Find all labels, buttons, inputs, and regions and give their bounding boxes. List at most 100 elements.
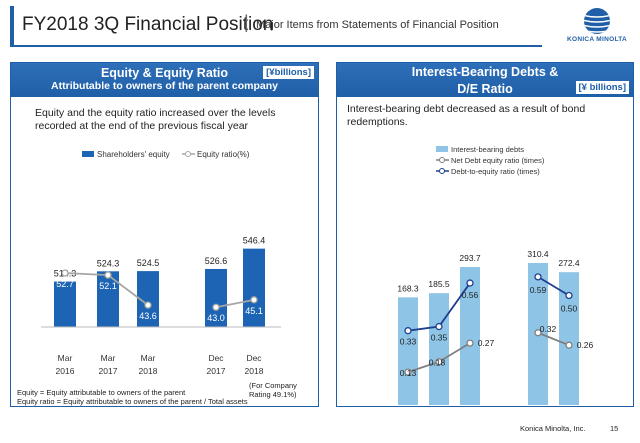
net-de-ratio-point	[466, 339, 474, 347]
debt-panel-title-line2: D/E Ratio	[457, 82, 513, 96]
page-number: 15	[610, 424, 619, 433]
company-rating-note: (For Company Rating 49.1%)	[249, 381, 297, 399]
equity-bar	[97, 271, 119, 327]
equity-bar	[54, 281, 76, 327]
equity-description-line1: Equity and the equity ratio increased ov…	[35, 107, 276, 119]
equity-ratio-line-dec	[215, 298, 255, 309]
debt-bar	[429, 293, 449, 405]
debt-bar-value: 293.7	[459, 253, 481, 263]
equity-ratio-point	[61, 269, 69, 277]
equity-panel-title: Equity & Equity Ratio	[100, 66, 229, 80]
equity-bar	[205, 268, 227, 327]
x-tick-year: 2017	[99, 366, 118, 376]
de-ratio-label: 0.50	[561, 304, 578, 314]
debt-description-line2: redemptions.	[347, 116, 408, 128]
slide-subtitle: Major Items from Statements of Financial…	[256, 19, 499, 31]
equity-definition-note: Equity = Equity attributable to owners o…	[17, 388, 248, 406]
net-de-ratio-point	[565, 341, 573, 349]
slide-title-bar: FY2018 3Q Financial Position | Major Ite…	[10, 6, 542, 47]
equity-bar	[243, 248, 265, 327]
x-tick-month: Dec	[246, 353, 262, 363]
equity-ratio-label: 52.1	[99, 281, 117, 291]
equity-panel-header: Equity & Equity Ratio Attributable to ow…	[11, 63, 318, 97]
equity-ratio-label: 43.6	[139, 311, 157, 321]
debt-bar-value: 310.4	[527, 249, 549, 259]
legend-label-debt: Interest-bearing debts	[451, 145, 524, 154]
debt-bar-value: 272.4	[558, 258, 580, 268]
equity-panel: Equity & Equity Ratio Attributable to ow…	[10, 62, 319, 407]
debt-bar	[559, 272, 579, 405]
debt-bar	[460, 267, 480, 405]
x-tick-year: 2018	[139, 366, 158, 376]
equity-description-line2: recorded at the end of the previous fisc…	[35, 120, 249, 132]
de-ratio-point	[435, 322, 443, 331]
debt-description-line1: Interest-bearing debt decreased as a res…	[347, 103, 586, 115]
equity-ratio-point	[212, 303, 220, 311]
footer-company: Konica Minolta, Inc.	[520, 424, 586, 433]
x-tick-year: 2017	[207, 366, 226, 376]
debt-bar-value: 185.5	[428, 279, 450, 289]
legend-label-ratio: Equity ratio(%)	[197, 150, 250, 159]
net-de-ratio-label: 0.26	[577, 340, 594, 350]
equity-bar-value: 526.6	[205, 256, 228, 266]
legend-label-de: Debt-to-equity ratio (times)	[451, 167, 540, 176]
equity-bar	[137, 271, 159, 327]
legend-swatch-equity	[82, 151, 94, 157]
equity-unit-badge: [¥billions]	[263, 66, 314, 79]
equity-note-line1: Equity = Equity attributable to owners o…	[17, 388, 186, 397]
equity-bar-value: 524.5	[137, 258, 160, 268]
rating-note-line2: Rating 49.1%)	[249, 390, 297, 399]
equity-bar-value: 546.4	[243, 236, 266, 246]
equity-panel-subtitle: Attributable to owners of the parent com…	[51, 80, 278, 92]
equity-ratio-label: 45.1	[245, 306, 263, 316]
net-de-ratio-point	[534, 329, 542, 337]
debt-unit-badge: [¥ billions]	[575, 81, 629, 94]
equity-ratio-point	[144, 301, 152, 309]
legend-label-net-de: Net Debt equity ratio (times)	[451, 156, 545, 165]
slide-title: FY2018 3Q Financial Position	[22, 14, 274, 35]
de-ratio-label: 0.35	[431, 333, 448, 343]
debt-panel-header: Interest-Bearing Debts & D/E Ratio [¥ bi…	[337, 63, 633, 97]
legend-swatch-debt	[436, 146, 448, 152]
net-de-ratio-label: 0.32	[540, 324, 557, 334]
debt-panel-title-line1: Interest-Bearing Debts &	[411, 65, 559, 79]
legend-label-equity: Shareholders' equity	[97, 150, 170, 159]
x-tick-month: Dec	[208, 353, 224, 363]
x-tick-year: 2018	[245, 366, 264, 376]
de-ratio-label: 0.59	[530, 285, 547, 295]
net-de-ratio-label: 0.18	[429, 358, 446, 368]
de-ratio-point	[534, 273, 542, 281]
de-ratio-point	[404, 327, 412, 335]
x-tick-year: 2016	[56, 366, 75, 376]
equity-ratio-label: 43.0	[207, 313, 225, 323]
legend-marker-net-de	[439, 157, 445, 163]
debt-bar	[398, 297, 418, 405]
equity-note-line2: Equity ratio = Equity attributable to ow…	[17, 397, 248, 406]
equity-ratio-point	[104, 271, 112, 279]
equity-ratio-point	[250, 296, 258, 304]
equity-bar-value: 524.3	[97, 258, 120, 268]
debt-description: Interest-bearing debt decreased as a res…	[347, 103, 585, 129]
de-ratio-label: 0.56	[462, 290, 479, 300]
logo-wordmark: KONICA MINOLTA	[566, 36, 628, 43]
equity-ratio-label: 52.7	[56, 279, 74, 289]
net-de-ratio-point	[435, 358, 443, 366]
company-logo: KONICA MINOLTA	[566, 6, 628, 50]
net-de-ratio-label: 0.13	[400, 368, 417, 378]
title-separator: |	[244, 12, 249, 32]
de-ratio-line-dec	[537, 276, 570, 297]
net-de-ratio-line-dec	[537, 331, 570, 347]
de-ratio-point	[565, 291, 573, 300]
equity-description: Equity and the equity ratio increased ov…	[35, 107, 275, 133]
rating-note-line1: (For Company	[249, 381, 297, 390]
x-tick-month: Mar	[58, 353, 73, 363]
debt-bar-value: 168.3	[397, 283, 419, 293]
legend-marker-ratio	[185, 151, 191, 157]
de-ratio-label: 0.33	[400, 337, 417, 347]
debt-chart: Interest-bearing debts Net Debt equity ra…	[397, 145, 594, 405]
legend-marker-de	[439, 168, 445, 174]
net-de-ratio-label: 0.27	[478, 338, 495, 348]
net-de-ratio-point	[404, 368, 412, 376]
x-tick-month: Mar	[101, 353, 116, 363]
